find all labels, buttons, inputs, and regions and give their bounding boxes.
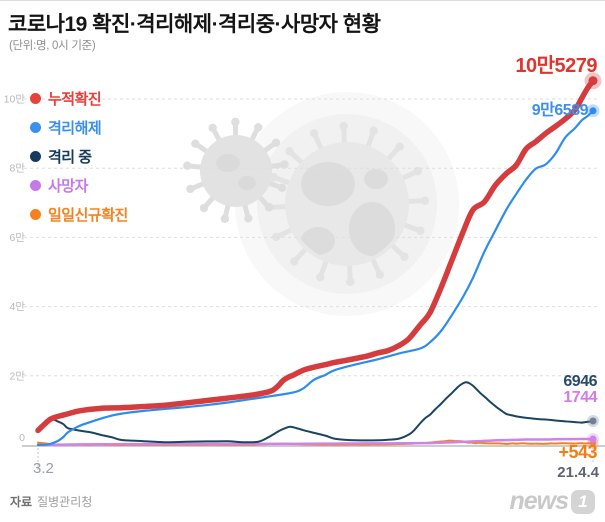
value-label-deaths: 1744 — [563, 389, 597, 407]
legend-item-label: 누적확진 — [48, 88, 101, 109]
svg-text:10만: 10만 — [4, 94, 26, 106]
legend-item-label: 격리해제 — [48, 117, 101, 138]
value-label-released: 9만6589 — [532, 96, 588, 120]
svg-text:8만: 8만 — [10, 163, 26, 175]
legend-item-0: 누적확진 — [30, 84, 128, 113]
series-line-격리 중 — [38, 382, 593, 442]
virus-watermark — [183, 92, 459, 316]
x-axis-end-date: 21.4.4 — [557, 464, 599, 481]
x-axis — [22, 444, 605, 473]
data-source-name: 질병관리청 — [37, 495, 92, 509]
svg-text:6만: 6만 — [10, 232, 26, 244]
svg-text:2만: 2만 — [10, 370, 26, 382]
data-source-label: 자료 — [10, 495, 32, 509]
legend-item-1: 격리해제 — [30, 113, 128, 142]
x-axis-start-date: 3.2 — [33, 460, 54, 477]
legend-item-3: 사망자 — [30, 171, 128, 200]
legend-item-label: 일일신규확진 — [48, 204, 128, 225]
legend-item-4: 일일신규확진 — [30, 200, 128, 229]
legend-dot-icon — [30, 180, 41, 191]
legend-dot-icon — [30, 122, 41, 133]
legend-dot-icon — [30, 93, 41, 104]
value-label-total-confirmed: 10만5279 — [515, 49, 597, 78]
legend-item-2: 격리 중 — [30, 142, 128, 171]
legend-item-label: 격리 중 — [48, 146, 92, 167]
svg-text:0: 0 — [19, 432, 25, 444]
legend-item-label: 사망자 — [48, 175, 88, 196]
legend-dot-icon — [30, 209, 41, 220]
news1-logo-badge: 1 — [571, 490, 595, 514]
data-source: 자료 질병관리청 — [10, 493, 92, 510]
news1-logo-word: news — [509, 487, 568, 516]
value-label-daily-new: +543 — [558, 442, 597, 463]
legend-dot-icon — [30, 151, 41, 162]
news1-logo: news 1 — [509, 487, 595, 516]
svg-text:4만: 4만 — [10, 301, 26, 313]
